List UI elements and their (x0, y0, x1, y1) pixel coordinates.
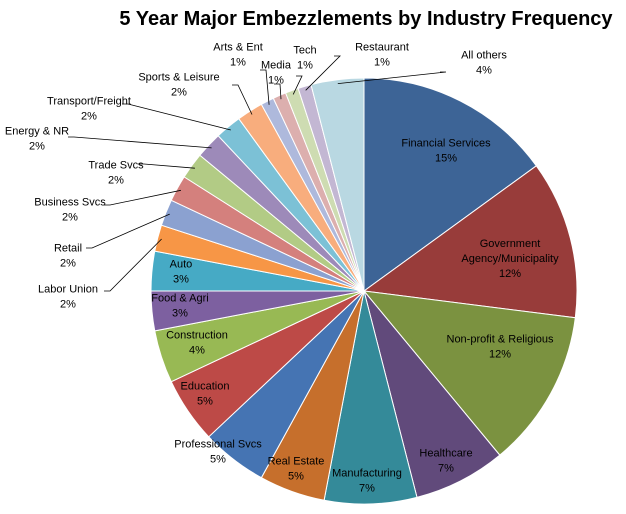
leader-lines (68, 55, 447, 292)
leader-line-business-svcs (104, 189, 181, 206)
slice-label-restaurant: Restaurant 1% (355, 42, 409, 69)
slice-label-arts-ent: Arts & Ent 1% (213, 42, 263, 69)
slice-label-non-profit-religious: Non-profit & Religious 12% (447, 334, 554, 361)
slice-label-government-agency-municipality: Government Agency/Municipality 12% (461, 238, 559, 280)
leader-line-retail (86, 213, 170, 249)
slice-label-professional-svcs: Professional Svcs 5% (174, 439, 262, 466)
leader-line-sports-leisure (232, 84, 253, 115)
slice-label-sports-leisure: Sports & Leisure 2% (138, 72, 219, 99)
slice-label-business-svcs: Business Svcs 2% (34, 197, 106, 224)
leader-line-tech (292, 75, 303, 95)
slice-label-manufacturing: Manufacturing 7% (332, 468, 402, 495)
slice-label-education: Education 5% (181, 381, 230, 408)
leader-line-restaurant (305, 55, 341, 91)
slice-label-financial-services: Financial Services 15% (401, 138, 491, 165)
leader-line-trade-svcs (138, 163, 195, 169)
slice-label-trade-svcs: Trade Svcs 2% (88, 160, 144, 187)
slice-label-tech: Tech 1% (293, 45, 316, 72)
leader-line-energy-nr (68, 136, 212, 149)
pie-slice-non-profit-religious (362, 290, 576, 456)
leader-line-all-others (337, 71, 447, 84)
slice-label-real-estate: Real Estate 5% (268, 456, 325, 483)
slice-label-energy-nr: Energy & NR 2% (5, 126, 69, 153)
pie-slice-government-agency-municipality (362, 165, 578, 319)
slice-label-food-agri: Food & Agri 3% (151, 293, 208, 320)
slice-label-retail: Retail 2% (54, 243, 82, 270)
slice-label-labor-union: Labor Union 2% (38, 284, 98, 311)
slice-label-construction: Construction 4% (166, 330, 228, 357)
leader-line-media (274, 83, 282, 100)
slice-label-auto: Auto 3% (170, 259, 193, 286)
slice-label-healthcare: Healthcare 7% (419, 448, 472, 475)
slice-label-media: Media 1% (261, 60, 292, 87)
leader-line-labor-union (104, 238, 162, 292)
pie-slices (150, 77, 578, 505)
slice-label-transport-freight: Transport/Freight 2% (47, 96, 131, 123)
chart-title: 5 Year Major Embezzlements by Industry F… (119, 8, 613, 30)
slice-labels: Financial Services 15% Government Agency/Mu… (5, 42, 559, 495)
leader-line-transport-freight (122, 103, 231, 131)
leader-line-arts-ent (260, 69, 270, 105)
slice-label-all-others: All others 4% (461, 50, 507, 77)
